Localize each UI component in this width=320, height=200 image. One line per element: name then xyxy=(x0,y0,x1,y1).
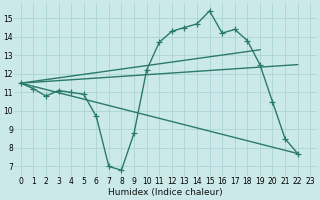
X-axis label: Humidex (Indice chaleur): Humidex (Indice chaleur) xyxy=(108,188,223,197)
